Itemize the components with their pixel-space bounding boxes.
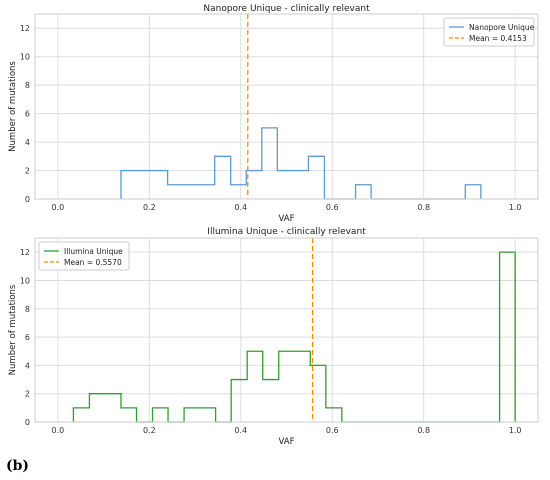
legend-box [443, 17, 535, 47]
x-tick-label: 0.6 [326, 426, 339, 435]
y-tick-label: 2 [25, 390, 30, 399]
legend-box [38, 241, 130, 271]
y-tick-label: 0 [25, 195, 30, 204]
legend-entry-mean: Mean = 0.4153 [469, 34, 527, 43]
y-tick-label: 10 [20, 53, 30, 62]
legend: Nanopore Unique Mean = 0.4153 [443, 17, 535, 47]
legend-entry-mean: Mean = 0.5570 [64, 258, 122, 267]
x-tick-label: 0.0 [51, 203, 64, 212]
y-tick-label: 2 [25, 167, 30, 176]
x-tick-label: 0.2 [143, 426, 156, 435]
chart-title: Nanopore Unique - clinically relevant [203, 4, 370, 14]
y-tick-label: 10 [20, 276, 30, 285]
y-tick-label: 8 [25, 81, 30, 90]
y-tick-label: 12 [20, 24, 30, 33]
x-tick-label: 0.0 [51, 426, 64, 435]
legend-entry-series: Illumina Unique [64, 247, 123, 256]
plot-frame [34, 13, 539, 200]
y-tick-label: 0 [25, 418, 30, 427]
y-tick-label: 4 [25, 138, 30, 147]
x-tick-label: 1.0 [509, 426, 522, 435]
legend-entry-series: Nanopore Unique [469, 23, 535, 32]
x-tick-label: 0.4 [234, 426, 247, 435]
legend: Illumina Unique Mean = 0.5570 [38, 241, 130, 271]
x-axis-label: VAF [279, 214, 295, 224]
y-tick-label: 6 [25, 110, 30, 119]
y-tick-label: 8 [25, 305, 30, 314]
x-tick-label: 1.0 [509, 203, 522, 212]
x-tick-label: 0.8 [417, 426, 430, 435]
y-axis-label: Number of mutations [8, 61, 18, 152]
chart-panel-2: 0.0 0.2 0.4 0.6 0.8 1.0 0 2 4 6 8 10 12 Illumina Uniq… [8, 227, 539, 447]
x-tick-label: 0.2 [143, 203, 156, 212]
y-tick-label: 12 [20, 248, 30, 257]
x-axis-label: VAF [279, 437, 295, 447]
x-tick-label: 0.8 [417, 203, 430, 212]
panel-label: (b) [6, 458, 30, 474]
x-tick-label: 0.6 [326, 203, 339, 212]
y-tick-label: 6 [25, 333, 30, 342]
chart-panel-1: 0.0 0.2 0.4 0.6 0.8 1.0 0 2 4 6 8 10 12 Nanopore Uniq… [8, 4, 539, 224]
chart-title: Illumina Unique - clinically relevant [207, 227, 366, 237]
y-axis-label: Number of mutations [8, 284, 18, 375]
plot-frame [34, 237, 539, 423]
y-tick-label: 4 [25, 361, 30, 370]
x-tick-label: 0.4 [234, 203, 247, 212]
